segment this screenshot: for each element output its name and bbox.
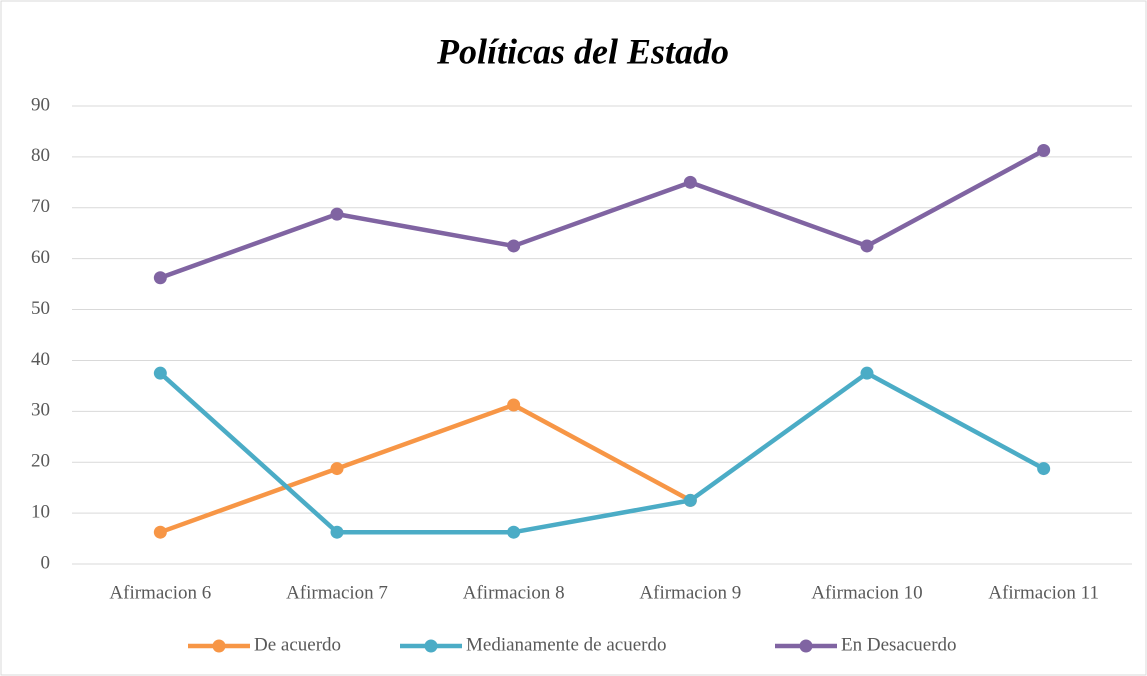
y-tick-label: 30 [31, 400, 50, 421]
x-tick-label: Afirmacion 9 [639, 582, 741, 603]
y-tick-label: 50 [31, 298, 50, 319]
x-tick-label: Afirmacion 6 [109, 582, 211, 603]
series-line [159, 402, 692, 535]
y-tick-label: 10 [31, 501, 50, 522]
data-point [860, 366, 874, 380]
data-point [507, 525, 521, 539]
legend-marker [799, 639, 813, 653]
data-point [153, 525, 167, 539]
x-tick-label: Afirmacion 7 [286, 582, 388, 603]
series-line [159, 148, 1045, 280]
y-tick-label: 80 [31, 145, 50, 166]
data-point [507, 239, 521, 253]
data-point [1037, 462, 1051, 476]
x-tick-label: Afirmacion 11 [988, 582, 1099, 603]
y-tick-label: 90 [31, 94, 50, 115]
data-point [153, 271, 167, 285]
data-point [330, 525, 344, 539]
legend-label: Medianamente de acuerdo [466, 634, 666, 655]
legend-label: En Desacuerdo [841, 634, 957, 655]
x-tick-label: Afirmacion 10 [811, 582, 922, 603]
data-point [330, 207, 344, 221]
legend-label: De acuerdo [254, 634, 341, 655]
x-tick-label: Afirmacion 8 [463, 582, 565, 603]
series-line [158, 370, 1045, 535]
data-point [1037, 144, 1051, 158]
y-tick-label: 70 [31, 196, 50, 217]
data-point [860, 239, 874, 253]
y-tick-label: 20 [31, 451, 50, 472]
data-point [683, 175, 697, 189]
data-point [153, 366, 167, 380]
chart-title: Políticas del Estado [436, 31, 729, 71]
y-tick-label: 60 [31, 247, 50, 268]
data-point [507, 398, 521, 412]
data-point [330, 462, 344, 476]
legend-marker [212, 639, 226, 653]
y-tick-label: 40 [31, 349, 50, 370]
data-point [683, 493, 697, 507]
legend-marker [424, 639, 438, 653]
y-tick-label: 0 [41, 552, 51, 573]
